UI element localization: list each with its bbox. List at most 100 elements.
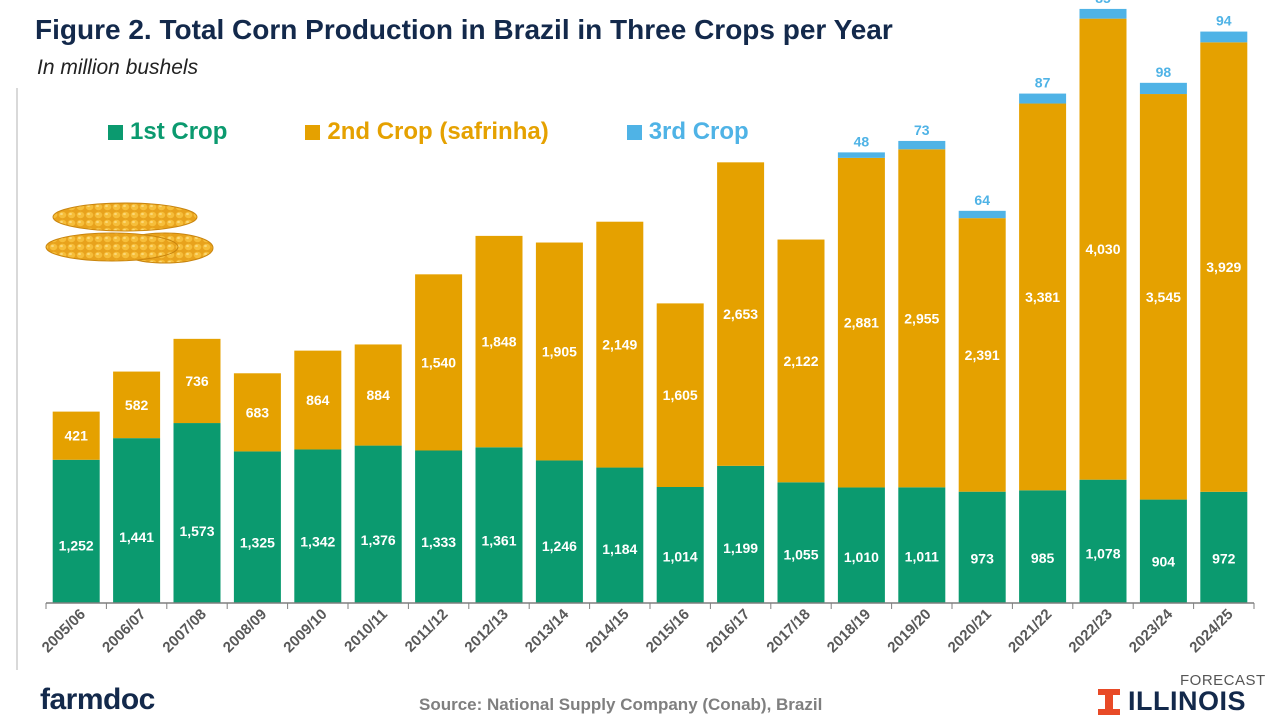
x-tick-label: 2022/23 — [1065, 606, 1115, 656]
bar-1st-crop — [596, 467, 644, 603]
bar-2nd-crop — [354, 344, 402, 446]
legend-swatch-3rd-crop — [626, 124, 642, 140]
x-tick-label: 2013/14 — [522, 605, 573, 656]
data-label-3rd-crop: 85 — [1095, 0, 1111, 6]
bar-1st-crop — [415, 450, 463, 603]
data-label-2nd-crop: 2,149 — [602, 337, 637, 353]
farmdoc-logo: farmdoc — [40, 683, 155, 716]
data-label-1st-crop: 1,055 — [783, 547, 818, 563]
forecast-note: FORECAST — [1180, 672, 1266, 689]
x-tick-label: 2005/06 — [39, 606, 89, 656]
data-label-2nd-crop: 2,653 — [723, 306, 758, 322]
bar-3rd-crop — [1139, 82, 1187, 95]
data-label-2nd-crop: 683 — [246, 404, 270, 420]
data-label-2nd-crop: 1,905 — [542, 343, 577, 359]
x-tick-label: 2019/20 — [884, 606, 934, 656]
data-label-1st-crop: 1,325 — [240, 534, 275, 550]
x-tick-label: 2011/12 — [402, 606, 452, 656]
data-label-2nd-crop: 3,929 — [1206, 259, 1241, 275]
legend-item-3rd-crop: 3rd Crop — [626, 118, 749, 146]
bar-2nd-crop — [837, 157, 885, 488]
block-i-icon — [1098, 688, 1120, 715]
x-tick-label: 2006/07 — [99, 606, 149, 656]
bar-1st-crop — [1139, 499, 1187, 603]
bar-2nd-crop — [294, 350, 342, 450]
bar-1st-crop — [898, 487, 946, 603]
bar-2nd-crop — [596, 221, 644, 468]
data-label-3rd-crop: 98 — [1156, 64, 1172, 80]
data-label-1st-crop: 1,246 — [542, 538, 577, 554]
data-label-1st-crop: 1,199 — [723, 540, 758, 556]
legend-item-2nd-crop: 2nd Crop (safrinha) — [305, 118, 549, 146]
chart-title: Figure 2. Total Corn Production in Brazi… — [35, 14, 893, 45]
x-tick-label: 2012/13 — [461, 606, 511, 656]
bar-1st-crop — [294, 449, 342, 603]
data-label-2nd-crop: 884 — [367, 387, 391, 403]
data-label-3rd-crop: 48 — [854, 133, 870, 149]
x-tick-label: 2017/18 — [763, 606, 813, 656]
data-label-3rd-crop: 64 — [974, 192, 990, 208]
legend-label-2nd-crop: 2nd Crop (safrinha) — [327, 118, 549, 145]
data-label-1st-crop: 1,376 — [361, 532, 396, 548]
data-label-1st-crop: 1,361 — [481, 533, 516, 549]
bar-1st-crop — [52, 459, 100, 603]
chart-legend: 1st Crop 2nd Crop (safrinha) 3rd Crop — [108, 115, 827, 149]
x-tick-label: 2015/16 — [643, 606, 693, 656]
bar-2nd-crop — [1019, 103, 1067, 491]
x-tick-label: 2021/22 — [1005, 606, 1055, 656]
bar-1st-crop — [656, 486, 704, 603]
data-label-1st-crop: 973 — [971, 550, 995, 566]
bar-1st-crop — [475, 447, 523, 603]
data-label-3rd-crop: 94 — [1216, 13, 1232, 29]
data-label-1st-crop: 985 — [1031, 550, 1055, 566]
bar-3rd-crop — [1019, 93, 1067, 104]
bar-1st-crop — [1200, 491, 1248, 603]
legend-swatch-2nd-crop — [305, 124, 321, 140]
x-tick-label: 2009/10 — [280, 606, 330, 656]
bar-2nd-crop — [717, 162, 765, 466]
data-label-1st-crop: 1,011 — [905, 549, 939, 565]
data-label-2nd-crop: 582 — [125, 397, 149, 413]
data-label-1st-crop: 1,010 — [844, 549, 879, 565]
bar-2nd-crop — [415, 274, 463, 451]
bar-3rd-crop — [837, 152, 885, 158]
x-tick-label: 2024/25 — [1186, 606, 1236, 656]
bar-1st-crop — [717, 465, 765, 603]
bar-2nd-crop — [233, 373, 281, 452]
bar-2nd-crop — [1200, 42, 1248, 492]
data-label-3rd-crop: 87 — [1035, 75, 1051, 91]
bar-2nd-crop — [656, 303, 704, 487]
bar-3rd-crop — [958, 210, 1006, 219]
x-tick-label: 2023/24 — [1126, 605, 1177, 656]
bar-1st-crop — [113, 438, 161, 603]
data-label-1st-crop: 1,333 — [421, 534, 456, 550]
data-label-1st-crop: 1,014 — [663, 549, 698, 565]
bar-2nd-crop — [475, 235, 523, 448]
data-label-2nd-crop: 4,030 — [1085, 241, 1120, 257]
x-tick-label: 2010/11 — [341, 606, 391, 656]
data-label-1st-crop: 972 — [1212, 551, 1236, 567]
bar-2nd-crop — [52, 411, 100, 460]
bar-2nd-crop — [113, 371, 161, 439]
legend-swatch-1st-crop — [108, 124, 123, 140]
data-label-2nd-crop: 2,391 — [965, 347, 1000, 363]
x-tick-label: 2020/21 — [945, 606, 995, 656]
data-label-1st-crop: 1,078 — [1085, 546, 1120, 562]
bar-3rd-crop — [1079, 8, 1127, 19]
bar-3rd-crop — [898, 140, 946, 150]
illinois-logo-text: ILLINOIS — [1128, 686, 1246, 716]
legend-label-3rd-crop: 3rd Crop — [648, 118, 749, 145]
bar-2nd-crop — [173, 338, 221, 424]
bar-1st-crop — [1079, 479, 1127, 603]
data-label-1st-crop: 1,342 — [300, 534, 335, 550]
data-label-2nd-crop: 864 — [306, 392, 330, 408]
bar-2nd-crop — [898, 149, 946, 488]
illinois-logo: ILLINOIS — [1098, 686, 1246, 717]
bar-2nd-crop — [777, 239, 825, 483]
data-label-1st-crop: 904 — [1152, 554, 1176, 570]
bar-2nd-crop — [535, 242, 583, 461]
bar-2nd-crop — [1079, 18, 1127, 480]
x-tick-label: 2016/17 — [703, 606, 753, 656]
data-label-2nd-crop: 2,122 — [783, 353, 818, 369]
